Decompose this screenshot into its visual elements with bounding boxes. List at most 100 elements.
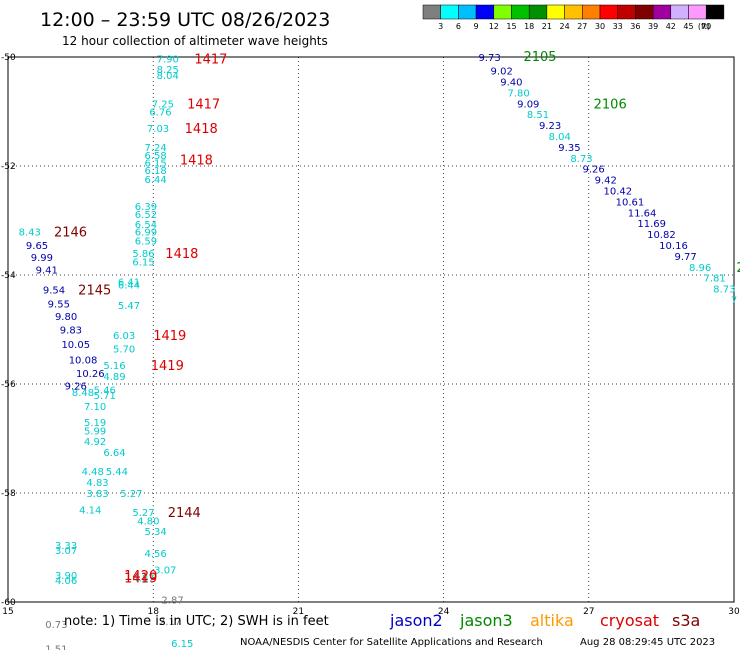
wave-height-label: 8.04	[157, 71, 179, 82]
wave-height-label: 10.08	[69, 355, 98, 366]
satellite-legend-entry: jason3	[459, 611, 513, 630]
wave-height-label: 6.64	[103, 448, 125, 459]
colorbar-label: 70	[701, 22, 711, 31]
wave-height-label: 9.83	[60, 326, 82, 337]
wave-height-label: 4.14	[79, 505, 101, 516]
wave-height-label: 9.09	[517, 99, 539, 110]
satellite-legend: jason2 jason3 altika cryosat s3a	[389, 611, 700, 630]
wave-height-label: 0.73	[45, 620, 67, 631]
pass-time-label: 1417	[194, 53, 227, 68]
colorbar-swatch	[493, 4, 512, 20]
wave-height-label: 6.15	[171, 639, 193, 650]
colorbar-label: 12	[489, 22, 499, 31]
wave-height-label: 6.54	[135, 220, 157, 231]
colorbar-swatch	[688, 4, 707, 20]
pass-time-label: 1417	[187, 97, 220, 112]
colorbar-label: 9	[474, 22, 479, 31]
chart-title: 12:00 – 23:59 UTC 08/26/2023	[40, 9, 330, 31]
wave-height-label: 4.80	[137, 516, 159, 527]
y-tick-label: -60	[1, 598, 16, 608]
pass-time-label: 2144	[168, 506, 201, 521]
colorbar-label: 15	[506, 22, 516, 31]
x-tick-label: 18	[147, 607, 159, 617]
wave-height-label: 4.89	[103, 372, 125, 383]
wave-height-label: 3.90	[55, 571, 77, 582]
wave-height-label: 6.18	[144, 166, 166, 177]
wave-height-label: 9.26	[583, 165, 605, 176]
wave-height-label: 5.27	[132, 508, 154, 519]
wave-height-label: 7.90	[157, 55, 179, 66]
wave-height-label: 3.07	[55, 546, 77, 557]
wave-height-label: 5.27	[120, 489, 142, 500]
colorbar-swatch	[440, 4, 459, 20]
satellite-legend-entry: jason2	[389, 611, 443, 630]
x-tick-label: 24	[438, 607, 450, 617]
wave-height-label: 8.51	[527, 110, 549, 121]
satellite-legend-entry: cryosat	[600, 611, 659, 630]
axis-ticks: 15 18 21 24 27 30-50-52-54-56-58-60	[1, 53, 740, 617]
y-tick-label: -52	[1, 162, 16, 172]
wave-height-label: 9.26	[65, 382, 87, 393]
colorbar-swatch	[564, 4, 583, 20]
wave-height-label: 10.61	[616, 197, 645, 208]
wave-height-label: 4.06	[55, 576, 77, 587]
wave-height-label: 4.48	[82, 467, 104, 478]
colorbar-swatch	[458, 4, 477, 20]
wave-height-label: 11.64	[628, 208, 657, 219]
wave-height-label: 3.33	[55, 541, 77, 552]
y-tick-label: -58	[1, 489, 16, 499]
colorbar-swatch	[652, 4, 672, 20]
data-points: 7.908.258.047.256.767.037.246.586.156.18…	[19, 53, 738, 650]
wave-height-label: 10.42	[604, 187, 633, 198]
wave-height-label: 10.26	[76, 369, 105, 380]
y-tick-label: -50	[1, 53, 16, 63]
wave-height-label: 5.19	[84, 418, 106, 429]
colorbar-swatch	[670, 4, 689, 20]
pass-time-label: 2105	[523, 50, 556, 65]
note-text: note: 1) Time is in UTC; 2) SWH is in fe…	[64, 614, 329, 629]
pass-time-label: 1419	[153, 329, 186, 344]
wave-height-label: 7.80	[507, 88, 529, 99]
wave-height-label: 2.17	[159, 617, 181, 628]
wave-height-label: 6.58	[144, 151, 166, 162]
colorbar-label: 39	[648, 22, 658, 31]
colorbar-label: 36	[630, 22, 640, 31]
wave-height-label: 5.44	[106, 467, 128, 478]
wave-height-label: 6.59	[135, 237, 157, 248]
wave-height-label: 8.96	[689, 263, 711, 274]
wave-height-label: 9.55	[48, 299, 70, 310]
wave-height-label: 8.73	[570, 154, 592, 165]
colorbar-swatch	[528, 4, 548, 20]
pass-time-label: 2	[736, 261, 740, 276]
wave-height-label: 9.54	[43, 286, 65, 297]
wave-height-label: 9.80	[55, 312, 77, 323]
wave-height-label: 7.81	[704, 274, 726, 285]
colorbar-label: 27	[577, 22, 587, 31]
wave-height-label: 9.02	[491, 67, 513, 78]
satellite-legend-entry: s3a	[672, 611, 700, 630]
colorbar-label: 18	[524, 22, 534, 31]
wave-height-label: 7.03	[147, 124, 169, 135]
colorbar-swatch	[599, 4, 618, 20]
wave-height-label: 7.25	[152, 99, 174, 110]
pass-time-label: 2145	[78, 284, 111, 299]
wave-height-label: 1.51	[45, 644, 67, 650]
wave-height-label: 11.69	[637, 219, 666, 230]
plot-frame	[7, 56, 735, 603]
pass-time-label: 1418	[180, 153, 213, 168]
wave-height-label: 6.99	[135, 227, 157, 238]
wave-height-label: 6.03	[113, 331, 135, 342]
wave-height-label: 8.73	[713, 285, 735, 296]
colorbar-swatch	[511, 4, 530, 20]
wave-height-label: 3.07	[154, 565, 176, 576]
wave-height-label: 6.52	[135, 210, 157, 221]
x-tick-label: 30	[728, 607, 740, 617]
wave-height-label: 9.23	[539, 121, 561, 132]
wave-height-label: 9.35	[558, 143, 580, 154]
pass-time-label: 1419	[151, 359, 184, 374]
color-scale-legend: 3 6 9 12 15 18 21 24 27 30 33 36 39 42 45 70(ft)	[422, 4, 725, 31]
satellite-legend-entry: altika	[530, 611, 574, 630]
wave-height-label: 5.16	[103, 361, 125, 372]
pass-time-label: 1418	[165, 247, 198, 262]
wave-height-label: 2.87	[161, 595, 183, 606]
